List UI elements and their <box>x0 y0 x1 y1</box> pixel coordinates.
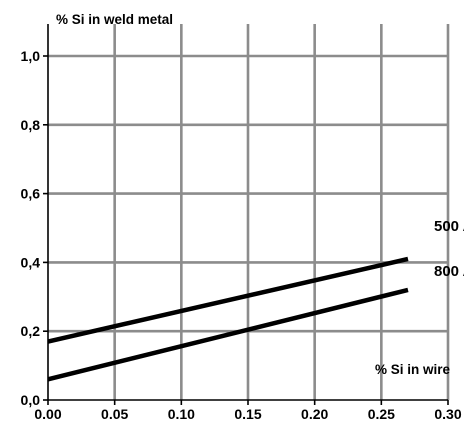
series-label: 500 A <box>434 218 464 235</box>
x-axis-title: % Si in wire <box>375 362 451 377</box>
series <box>47 256 409 382</box>
series-label: 800 A <box>434 263 464 280</box>
x-tick-label: 0.20 <box>301 406 328 422</box>
y-tick-label: 0,0 <box>21 392 41 408</box>
x-tick-label: 0.00 <box>34 406 61 422</box>
x-tick-label: 0.15 <box>234 406 261 422</box>
series-labels: 500 A 800 A <box>434 218 464 280</box>
grid <box>48 24 450 400</box>
y-tick-label: 0,6 <box>21 186 41 202</box>
series-line-500-a <box>47 256 409 344</box>
y-tick-label: 1,0 <box>21 48 41 64</box>
x-tick-label: 0.05 <box>101 406 128 422</box>
tick-labels: 0.00 0.05 0.10 0.15 0.20 0.25 0.30 0,0 0,2 0,4 0,6… <box>21 48 462 422</box>
series-line-800-a <box>47 287 409 382</box>
y-tick-label: 0,4 <box>21 254 41 270</box>
y-tick-label: 0,2 <box>21 323 41 339</box>
x-tick-label: 0.10 <box>168 406 195 422</box>
x-tick-label: 0.30 <box>434 406 461 422</box>
x-tick-label: 0.25 <box>368 406 395 422</box>
axes <box>43 24 449 405</box>
y-tick-label: 0,8 <box>21 117 41 133</box>
y-axis-title: % Si in weld metal <box>56 12 173 27</box>
